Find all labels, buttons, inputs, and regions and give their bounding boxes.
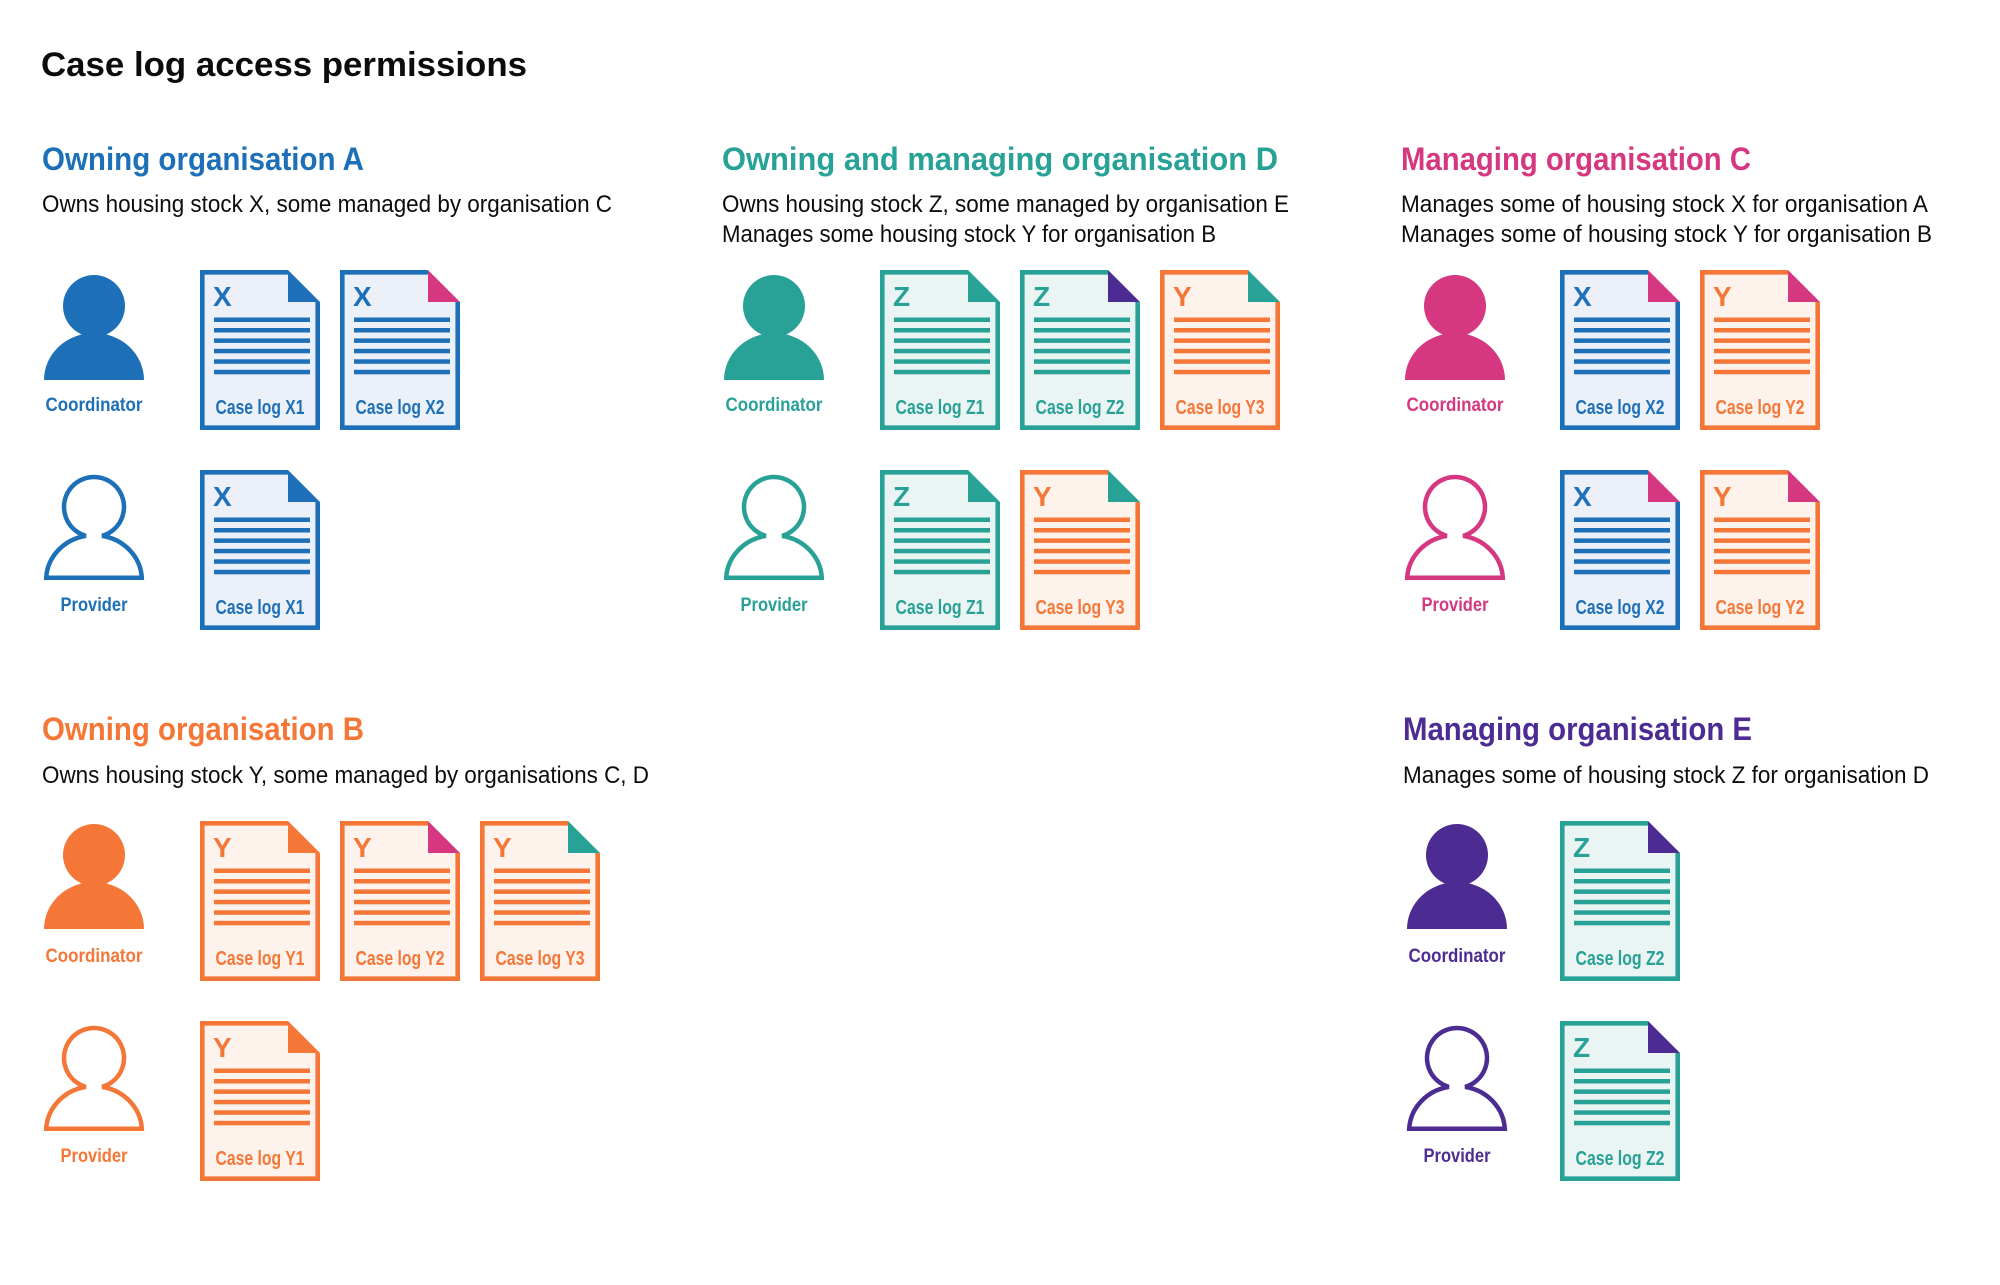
svg-text:X: X: [1573, 281, 1592, 312]
svg-text:Case log X2: Case log X2: [1576, 597, 1665, 619]
svg-text:Case log Y2: Case log Y2: [1716, 397, 1805, 419]
svg-text:Case log Y2: Case log Y2: [356, 948, 445, 970]
svg-text:Case log X2: Case log X2: [1576, 397, 1665, 419]
svg-text:Case log Z1: Case log Z1: [896, 597, 985, 619]
svg-text:Coordinator: Coordinator: [46, 395, 144, 416]
svg-text:Owning organisation B: Owning organisation B: [42, 711, 364, 747]
svg-text:Coordinator: Coordinator: [726, 395, 824, 416]
svg-text:Owning and managing organisati: Owning and managing organisation D: [722, 141, 1278, 177]
svg-text:Coordinator: Coordinator: [46, 946, 144, 967]
svg-text:Owns housing stock Y, some man: Owns housing stock Y, some managed by or…: [42, 762, 649, 789]
svg-text:Owns housing stock Z, some man: Owns housing stock Z, some managed by or…: [722, 191, 1289, 218]
svg-text:Case log X2: Case log X2: [356, 397, 445, 419]
svg-text:Provider: Provider: [741, 595, 809, 616]
svg-text:Manages some of housing stock: Manages some of housing stock Z for orga…: [1403, 762, 1929, 789]
svg-text:Manages some housing stock Y f: Manages some housing stock Y for organis…: [722, 221, 1216, 248]
svg-text:Case log Z2: Case log Z2: [1576, 948, 1665, 970]
svg-text:Provider: Provider: [1424, 1146, 1492, 1167]
svg-text:Y: Y: [493, 832, 512, 863]
svg-text:Case log Z2: Case log Z2: [1576, 1148, 1665, 1170]
svg-text:Provider: Provider: [1422, 595, 1490, 616]
svg-text:Y: Y: [1033, 481, 1052, 512]
svg-text:Provider: Provider: [61, 595, 129, 616]
svg-text:Managing organisation C: Managing organisation C: [1401, 141, 1751, 177]
svg-text:Manages some of housing stock: Manages some of housing stock X for orga…: [1401, 191, 1928, 218]
svg-text:Case log access permissions: Case log access permissions: [41, 46, 527, 84]
svg-text:Z: Z: [1573, 1032, 1590, 1063]
svg-text:X: X: [353, 281, 372, 312]
svg-text:Y: Y: [1713, 281, 1732, 312]
svg-text:Case log Y3: Case log Y3: [496, 948, 585, 970]
svg-text:Coordinator: Coordinator: [1409, 946, 1507, 967]
svg-text:Y: Y: [1713, 481, 1732, 512]
svg-text:Case log Y2: Case log Y2: [1716, 597, 1805, 619]
svg-text:Case log Y3: Case log Y3: [1176, 397, 1265, 419]
svg-text:Case log Y1: Case log Y1: [216, 1148, 305, 1170]
svg-text:Case log Z1: Case log Z1: [896, 397, 985, 419]
svg-text:Y: Y: [353, 832, 372, 863]
svg-text:Z: Z: [893, 481, 910, 512]
svg-text:Owns housing stock X, some man: Owns housing stock X, some managed by or…: [42, 191, 612, 218]
svg-text:Y: Y: [213, 832, 232, 863]
svg-text:X: X: [213, 281, 232, 312]
svg-text:X: X: [1573, 481, 1592, 512]
svg-text:Case log X1: Case log X1: [216, 597, 305, 619]
svg-text:Y: Y: [1173, 281, 1192, 312]
svg-text:Case log Y1: Case log Y1: [216, 948, 305, 970]
svg-text:Case log Y3: Case log Y3: [1036, 597, 1125, 619]
svg-text:Z: Z: [1573, 832, 1590, 863]
svg-text:Owning organisation A: Owning organisation A: [42, 141, 364, 177]
svg-text:Case log X1: Case log X1: [216, 397, 305, 419]
svg-text:Manages some of housing stock: Manages some of housing stock Y for orga…: [1401, 221, 1932, 248]
svg-text:Z: Z: [1033, 281, 1050, 312]
svg-text:X: X: [213, 481, 232, 512]
svg-text:Y: Y: [213, 1032, 232, 1063]
svg-text:Case log Z2: Case log Z2: [1036, 397, 1125, 419]
svg-text:Coordinator: Coordinator: [1407, 395, 1505, 416]
svg-text:Z: Z: [893, 281, 910, 312]
svg-text:Provider: Provider: [61, 1146, 129, 1167]
svg-text:Managing organisation E: Managing organisation E: [1403, 711, 1752, 747]
